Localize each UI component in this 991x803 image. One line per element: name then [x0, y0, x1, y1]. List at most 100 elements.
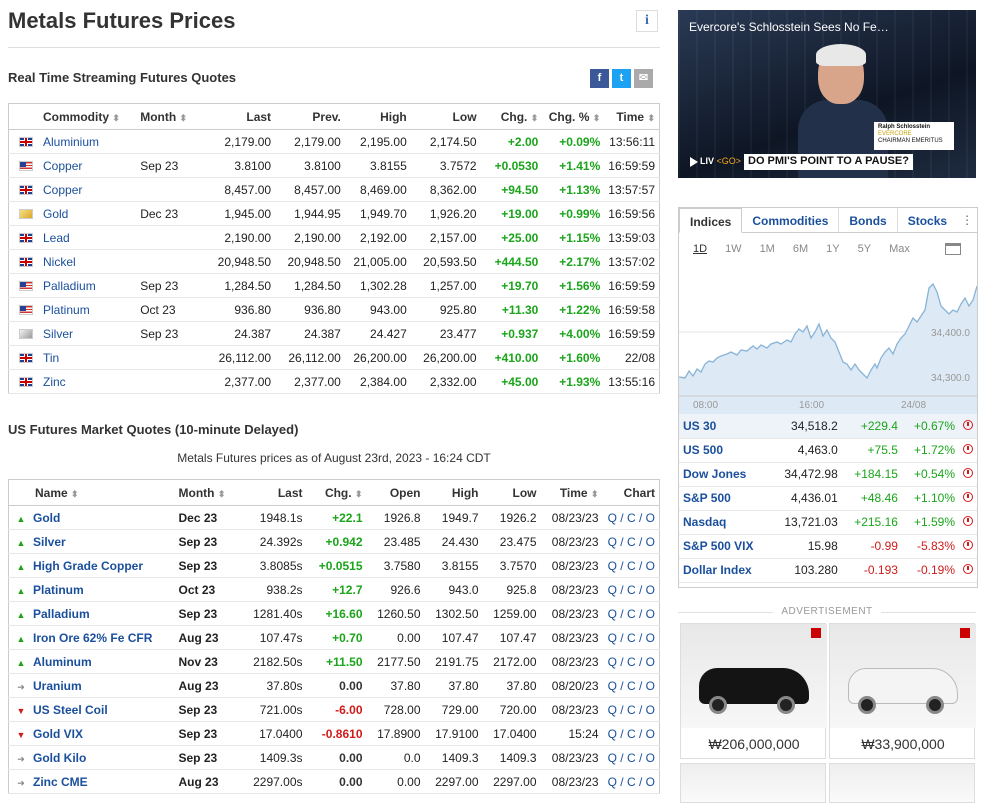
- index-row[interactable]: US 30 34,518.2 +229.4 +0.67%: [679, 414, 977, 439]
- commodity-link[interactable]: Palladium: [43, 278, 96, 293]
- chart-link-q[interactable]: Q: [607, 726, 617, 741]
- futures-link[interactable]: High Grade Copper: [33, 558, 144, 573]
- chart-link-q[interactable]: Q: [607, 678, 617, 693]
- futures-link[interactable]: Uranium: [33, 678, 82, 693]
- column-header-name[interactable]: Name ⬍: [8, 479, 175, 506]
- range-max[interactable]: Max: [889, 243, 910, 255]
- ad-card[interactable]: ₩206,000,000: [680, 623, 827, 759]
- commodity-link[interactable]: Nickel: [43, 254, 76, 269]
- column-header-month[interactable]: Month ⬍: [174, 479, 245, 506]
- info-icon[interactable]: i: [636, 10, 658, 32]
- futures-link[interactable]: Silver: [33, 534, 66, 549]
- index-row[interactable]: S&P 500 4,436.01 +48.46 +1.10%: [679, 486, 977, 511]
- chart-link-c[interactable]: C: [626, 774, 636, 789]
- play-icon[interactable]: [690, 157, 698, 167]
- video-player[interactable]: Evercore's Schlosstein Sees No Fe… Ralph…: [678, 10, 976, 178]
- ad-price[interactable]: ₩206,000,000: [708, 736, 800, 752]
- commodity-link[interactable]: Tin: [43, 350, 60, 365]
- column-header-commodity[interactable]: Commodity ⬍: [8, 103, 137, 130]
- chart-link-o[interactable]: O: [645, 582, 655, 597]
- chart-link-o[interactable]: O: [645, 678, 655, 693]
- ad-price[interactable]: ₩33,900,000: [861, 736, 945, 752]
- index-row[interactable]: Dollar Index 103.280 -0.193 -0.19%: [679, 558, 977, 583]
- chart-link-o[interactable]: O: [645, 558, 655, 573]
- index-name[interactable]: S&P 500 VIX: [679, 534, 771, 559]
- futures-link[interactable]: Iron Ore 62% Fe CFR: [33, 630, 153, 645]
- index-row[interactable]: Dow Jones 34,472.98 +184.15 +0.54%: [679, 462, 977, 487]
- chart-link-q[interactable]: Q: [607, 630, 617, 645]
- chart-link-c[interactable]: C: [626, 702, 636, 717]
- futures-link[interactable]: Zinc CME: [33, 774, 88, 789]
- chart-link-q[interactable]: Q: [607, 654, 617, 669]
- ad-card[interactable]: [680, 763, 826, 803]
- chart-link-c[interactable]: C: [626, 654, 636, 669]
- index-name[interactable]: US 500: [679, 438, 771, 463]
- chart-link-q[interactable]: Q: [607, 534, 617, 549]
- chart-link-o[interactable]: O: [645, 654, 655, 669]
- chart-link-o[interactable]: O: [645, 702, 655, 717]
- futures-link[interactable]: US Steel Coil: [33, 702, 108, 717]
- commodity-link[interactable]: Aluminium: [43, 134, 100, 149]
- tab-indices[interactable]: Indices: [679, 208, 743, 233]
- chart-link-c[interactable]: C: [626, 750, 636, 765]
- chart-link-o[interactable]: O: [645, 630, 655, 645]
- chart-link-o[interactable]: O: [645, 774, 655, 789]
- column-header-chg[interactable]: Chg. ⬍: [306, 479, 367, 506]
- chart-link-q[interactable]: Q: [607, 510, 617, 525]
- commodity-link[interactable]: Platinum: [43, 302, 90, 317]
- chart-link-c[interactable]: C: [626, 534, 636, 549]
- index-name[interactable]: Nasdaq: [679, 510, 771, 535]
- column-header-last[interactable]: Last: [244, 479, 307, 506]
- range-6m[interactable]: 6M: [792, 243, 809, 255]
- chart-link-o[interactable]: O: [645, 726, 655, 741]
- column-header-chg-pct[interactable]: Chg. % ⬍: [542, 103, 605, 130]
- column-header-time[interactable]: Time ⬍: [604, 103, 660, 130]
- chart-link-c[interactable]: C: [626, 726, 636, 741]
- chart-link-q[interactable]: Q: [607, 774, 617, 789]
- futures-link[interactable]: Gold Kilo: [33, 750, 87, 765]
- twitter-share-icon[interactable]: t: [612, 69, 631, 88]
- column-header-time[interactable]: Time ⬍: [540, 479, 603, 506]
- commodity-link[interactable]: Lead: [43, 230, 70, 245]
- tab-commodities[interactable]: Commodities: [742, 208, 840, 232]
- column-header-high[interactable]: High: [424, 479, 483, 506]
- email-share-icon[interactable]: ✉: [634, 69, 653, 88]
- futures-link[interactable]: Gold VIX: [33, 726, 84, 741]
- column-header-low[interactable]: Low: [482, 479, 541, 506]
- commodity-link[interactable]: Copper: [43, 158, 83, 173]
- column-header-high[interactable]: High: [344, 103, 411, 130]
- commodity-link[interactable]: Copper: [43, 182, 83, 197]
- commodity-link[interactable]: Gold: [43, 206, 69, 221]
- advertisement[interactable]: ₩206,000,000 ₩33,900,000: [680, 621, 978, 803]
- index-name[interactable]: S&P 500: [679, 486, 771, 511]
- index-row[interactable]: Nasdaq 13,721.03 +215.16 +1.59%: [679, 510, 977, 535]
- tab-stocks[interactable]: Stocks: [907, 214, 948, 228]
- chart-link-c[interactable]: C: [626, 510, 636, 525]
- chart-link-q[interactable]: Q: [607, 702, 617, 717]
- commodity-link[interactable]: Silver: [43, 326, 74, 341]
- range-1m[interactable]: 1M: [759, 243, 775, 255]
- chart-link-c[interactable]: C: [626, 582, 636, 597]
- ad-card[interactable]: [829, 763, 975, 803]
- range-5y[interactable]: 5Y: [857, 243, 872, 255]
- column-header-open[interactable]: Open: [366, 479, 425, 506]
- index-mini-chart[interactable]: 34,400.0 34,300.0 08:00 16:00 24/08: [679, 266, 977, 416]
- chart-link-c[interactable]: C: [626, 630, 636, 645]
- column-header-month[interactable]: Month ⬍: [136, 103, 214, 130]
- index-row[interactable]: US 500 4,463.0 +75.5 +1.72%: [679, 438, 977, 463]
- column-header-chg[interactable]: Chg. ⬍: [480, 103, 543, 130]
- chart-link-c[interactable]: C: [626, 606, 636, 621]
- tab-bonds[interactable]: Bonds: [839, 208, 898, 232]
- futures-link[interactable]: Gold: [33, 510, 61, 525]
- more-tabs-icon[interactable]: ⋮: [961, 213, 974, 227]
- range-1w[interactable]: 1W: [725, 243, 742, 255]
- chart-link-c[interactable]: C: [626, 678, 636, 693]
- futures-link[interactable]: Platinum: [33, 582, 84, 597]
- ad-card[interactable]: ₩33,900,000: [829, 623, 976, 759]
- chart-link-o[interactable]: O: [645, 606, 655, 621]
- chart-link-o[interactable]: O: [645, 510, 655, 525]
- index-name[interactable]: US 30: [679, 414, 771, 439]
- column-header-low[interactable]: Low: [410, 103, 481, 130]
- chart-link-q[interactable]: Q: [607, 582, 617, 597]
- column-header-prev[interactable]: Prev.: [275, 103, 345, 130]
